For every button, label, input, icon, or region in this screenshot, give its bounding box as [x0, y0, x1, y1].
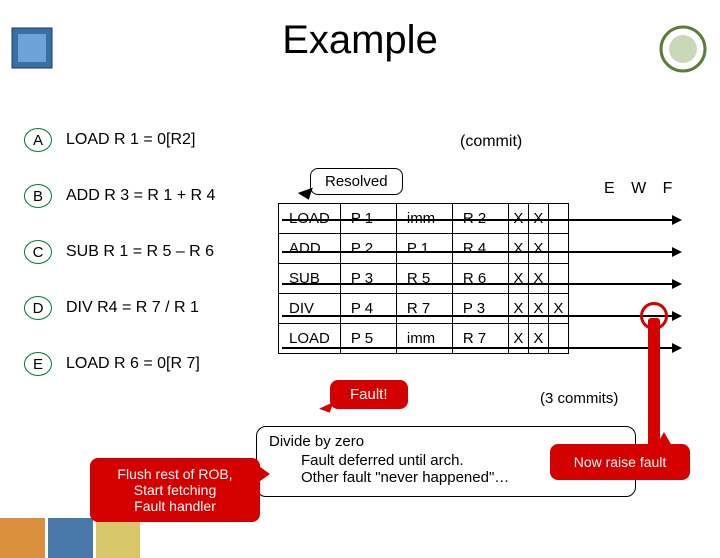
- page-title: Example: [0, 18, 720, 63]
- cell-src2: R 7: [452, 324, 508, 354]
- cell-dst: P 5: [340, 324, 396, 354]
- rob-table: LOAD P 1 imm R 2 X X ADD P 2 P 1 R 4 X X…: [278, 203, 569, 354]
- ewf-header: E W F: [604, 180, 678, 198]
- cell-w: X: [528, 324, 548, 354]
- cell-dst: P 4: [340, 294, 396, 324]
- strike-arrow: [282, 219, 680, 221]
- flush-callout: Flush rest of ROB, Start fetching Fault …: [90, 458, 260, 522]
- cell-src1: R 7: [396, 294, 452, 324]
- flush-line: Start fetching: [100, 482, 250, 498]
- commit-label: (commit): [460, 133, 522, 151]
- instr-text: DIV R4 = R 7 / R 1: [66, 299, 199, 317]
- cell-f: [548, 234, 568, 264]
- cell-src2: R 6: [452, 264, 508, 294]
- instr-tag-bubble: B: [24, 184, 52, 208]
- strike-arrow: [282, 347, 680, 349]
- cell-dst: P 3: [340, 264, 396, 294]
- instr-tag-bubble: D: [24, 296, 52, 320]
- instruction-row: C SUB R 1 = R 5 – R 6: [24, 240, 254, 264]
- cell-e: X: [508, 324, 528, 354]
- cell-op: DIV: [279, 294, 341, 324]
- fault-callout: Fault!: [330, 380, 408, 409]
- instruction-row: B ADD R 3 = R 1 + R 4: [24, 184, 254, 208]
- instruction-row: E LOAD R 6 = 0[R 7]: [24, 352, 254, 376]
- commits-count-label: (3 commits): [540, 390, 618, 407]
- flush-line: Fault handler: [100, 498, 250, 514]
- table-row: ADD P 2 P 1 R 4 X X: [279, 234, 569, 264]
- cell-dst: P 2: [340, 234, 396, 264]
- cell-w: X: [528, 294, 548, 324]
- strike-arrow: [282, 283, 680, 285]
- instr-text: ADD R 3 = R 1 + R 4: [66, 187, 215, 205]
- instr-text: LOAD R 6 = 0[R 7]: [66, 355, 200, 373]
- now-raise-callout: Now raise fault: [550, 444, 690, 480]
- cell-op: SUB: [279, 264, 341, 294]
- cell-src2: R 4: [452, 234, 508, 264]
- cell-f: X: [548, 294, 568, 324]
- cell-f: [548, 324, 568, 354]
- cell-w: X: [528, 234, 548, 264]
- cell-op: ADD: [279, 234, 341, 264]
- corner-deco-bl: [0, 518, 140, 558]
- flush-line: Flush rest of ROB,: [100, 466, 250, 482]
- instruction-list: A LOAD R 1 = 0[R2] B ADD R 3 = R 1 + R 4…: [24, 128, 254, 408]
- cell-e: X: [508, 294, 528, 324]
- instruction-row: A LOAD R 1 = 0[R2]: [24, 128, 254, 152]
- cell-src1: imm: [396, 324, 452, 354]
- resolved-callout: Resolved: [310, 168, 403, 195]
- cell-e: X: [508, 234, 528, 264]
- instr-tag-bubble: A: [24, 128, 52, 152]
- cell-w: X: [528, 264, 548, 294]
- instr-tag-bubble: E: [24, 352, 52, 376]
- cell-op: LOAD: [279, 324, 341, 354]
- red-connector-bar: [648, 318, 660, 450]
- table-row: DIV P 4 R 7 P 3 X X X: [279, 294, 569, 324]
- table-row: SUB P 3 R 5 R 6 X X: [279, 264, 569, 294]
- corner-logo-tl: [10, 26, 54, 70]
- cell-f: [548, 264, 568, 294]
- cell-src1: R 5: [396, 264, 452, 294]
- strike-arrow: [282, 251, 680, 253]
- strike-arrow: [282, 315, 680, 317]
- cell-e: X: [508, 264, 528, 294]
- instr-text: SUB R 1 = R 5 – R 6: [66, 243, 214, 261]
- corner-logo-tr: [658, 24, 708, 74]
- instr-text: LOAD R 1 = 0[R2]: [66, 131, 195, 149]
- instruction-row: D DIV R4 = R 7 / R 1: [24, 296, 254, 320]
- cell-src1: P 1: [396, 234, 452, 264]
- instr-tag-bubble: C: [24, 240, 52, 264]
- table-row: LOAD P 5 imm R 7 X X: [279, 324, 569, 354]
- cell-src2: P 3: [452, 294, 508, 324]
